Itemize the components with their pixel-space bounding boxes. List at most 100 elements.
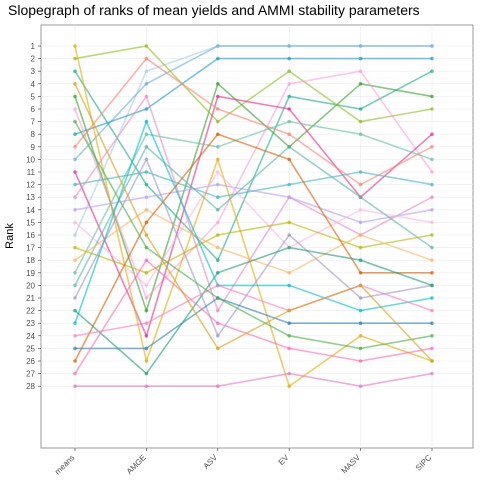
series-line — [74, 284, 433, 337]
series-line — [74, 258, 433, 375]
y-tick-label: 24 — [26, 332, 35, 341]
series-point — [73, 182, 77, 187]
series-point — [287, 44, 292, 48]
series-line — [74, 145, 433, 286]
series-point — [430, 359, 434, 363]
series-point — [144, 69, 149, 73]
series-point — [287, 94, 292, 99]
series-point — [216, 94, 220, 99]
series-point — [287, 182, 292, 187]
series-point — [358, 308, 363, 313]
series-point — [358, 44, 363, 48]
series-point — [216, 107, 220, 111]
series-point — [430, 56, 434, 61]
y-tick-label: 12 — [26, 181, 35, 190]
x-axis-ticks: means AMGE ASV EV MASV SIPC — [53, 448, 434, 476]
series-point — [287, 69, 292, 73]
series-point — [358, 170, 363, 174]
y-tick-label: 11 — [27, 168, 36, 177]
series-points — [73, 44, 434, 389]
series-point — [144, 195, 149, 199]
series-point — [358, 359, 363, 363]
x-tick-label: means — [53, 453, 76, 476]
series-point — [430, 208, 434, 212]
series-point — [358, 321, 363, 326]
series-point — [358, 220, 363, 225]
series-point — [144, 308, 149, 313]
series-point — [287, 334, 292, 338]
series-point — [216, 233, 220, 237]
series-point — [216, 245, 220, 250]
series-point — [73, 208, 77, 212]
series-line — [74, 70, 433, 300]
y-tick-label: 15 — [26, 218, 35, 227]
series-point — [430, 245, 434, 250]
series-point — [144, 321, 149, 326]
panel-background — [40, 24, 474, 449]
series-point — [287, 308, 292, 313]
series-point — [287, 195, 292, 199]
series-point — [144, 258, 149, 263]
series-point — [144, 233, 149, 237]
series-point — [287, 346, 292, 351]
series-point — [216, 384, 220, 389]
series-point — [144, 82, 149, 86]
y-tick-label: 8 — [31, 130, 36, 139]
y-tick-label: 13 — [26, 193, 35, 202]
series-point — [216, 308, 220, 313]
series-line — [74, 45, 432, 160]
y-tick-label: 7 — [31, 118, 36, 127]
series-point — [358, 245, 363, 250]
series-point — [358, 208, 363, 212]
series-point — [144, 182, 149, 187]
series-point — [430, 334, 434, 338]
series-line — [74, 133, 432, 362]
series-point — [73, 283, 77, 288]
series-point — [144, 296, 149, 300]
x-tick-label: ASV — [202, 453, 220, 471]
series-point — [287, 82, 292, 86]
series-point — [358, 82, 363, 86]
series-point — [216, 195, 220, 199]
series-point — [287, 271, 292, 275]
series-point — [216, 82, 220, 86]
series-point — [358, 384, 363, 389]
series-point — [73, 145, 77, 149]
series-point — [73, 170, 77, 174]
series-point — [73, 107, 77, 111]
series-point — [430, 69, 434, 73]
y-tick-label: 26 — [26, 357, 35, 366]
y-tick-label: 18 — [26, 256, 35, 265]
series-point — [73, 359, 77, 363]
series-point — [287, 56, 292, 61]
y-tick-label: 21 — [26, 294, 35, 303]
series-point — [144, 145, 149, 149]
series-point — [216, 208, 220, 212]
series-point — [216, 283, 220, 288]
series-point — [73, 346, 77, 351]
series-point — [144, 371, 149, 376]
series-point — [430, 157, 434, 162]
series-point — [73, 94, 77, 99]
series-point — [358, 69, 363, 73]
series-line — [74, 94, 433, 313]
series-point — [73, 371, 77, 376]
series-point — [287, 283, 292, 288]
series-point — [430, 308, 434, 313]
series-point — [216, 44, 220, 48]
series-point — [430, 271, 434, 275]
series-point — [144, 384, 149, 389]
series-point — [216, 182, 220, 187]
series-point — [73, 44, 77, 48]
series-point — [430, 220, 434, 225]
series-point — [144, 170, 149, 174]
series-point — [144, 56, 149, 61]
series-line — [74, 246, 433, 375]
series-point — [216, 296, 220, 300]
y-tick-label: 5 — [31, 92, 36, 101]
y-tick-label: 1 — [31, 42, 36, 51]
y-tick-label: 17 — [26, 244, 35, 253]
series-point — [287, 107, 292, 111]
y-tick-label: 19 — [26, 269, 35, 278]
series-point — [73, 119, 77, 124]
